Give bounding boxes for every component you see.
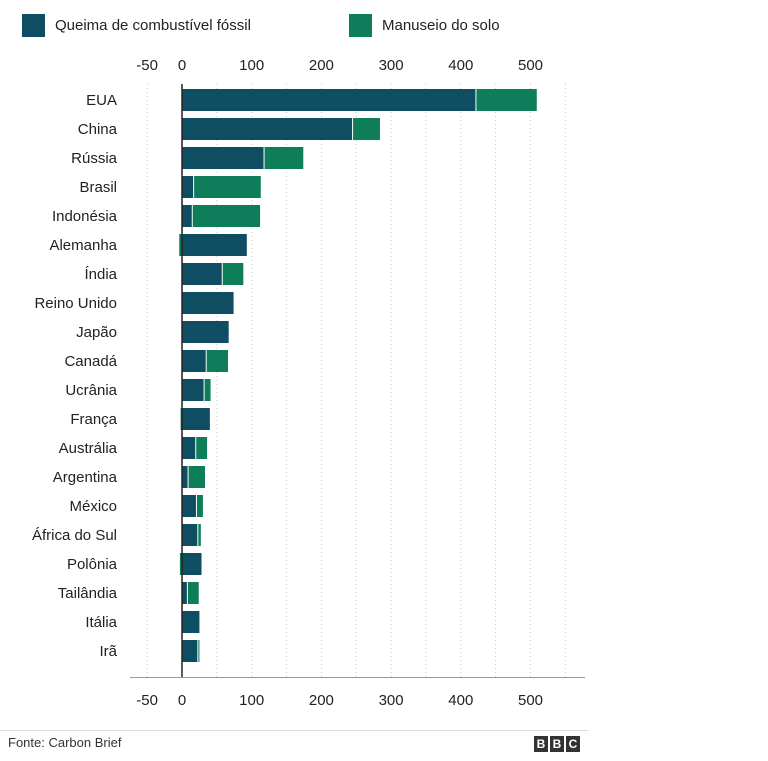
bar-fossil: [182, 437, 196, 459]
category-label: Irã: [99, 643, 117, 660]
bar-fossil: [182, 321, 229, 343]
bbc-logo-letter: B: [550, 736, 564, 752]
bar-fossil: [182, 408, 210, 430]
category-label: Argentina: [53, 469, 118, 486]
source-text: Fonte: Carbon Brief: [8, 735, 122, 750]
bar-fossil: [182, 234, 247, 256]
category-label: Indonésia: [52, 208, 118, 225]
bbc-logo-letter: C: [566, 736, 580, 752]
bar-land: [179, 234, 182, 256]
bar-fossil: [182, 147, 264, 169]
tick-label-top: 100: [239, 57, 264, 74]
bar-fossil: [182, 118, 353, 140]
category-label: África do Sul: [32, 527, 117, 544]
bar-fossil: [182, 611, 200, 633]
bar-land: [353, 118, 380, 140]
tick-label-bottom: 0: [178, 692, 186, 709]
tick-label-top: 200: [309, 57, 334, 74]
legend-item-fossil: Queima de combustível fóssil: [22, 10, 251, 40]
category-label: Alemanha: [49, 237, 117, 254]
bar-fossil: [182, 263, 222, 285]
bar-land: [196, 437, 208, 459]
tick-label-top: 0: [178, 57, 186, 74]
legend-swatch-land: [349, 13, 372, 37]
bar-fossil: [182, 350, 206, 372]
legend-label-land: Manuseio do solo: [382, 16, 500, 34]
category-label: Índia: [84, 266, 117, 283]
bar-land: [222, 263, 244, 285]
category-label: Polônia: [67, 556, 118, 573]
bar-fossil: [182, 292, 234, 314]
bar-fossil: [182, 640, 198, 662]
tick-label-top: 500: [518, 57, 543, 74]
bar-land: [192, 205, 261, 227]
bar-land: [187, 582, 199, 604]
tick-label-bottom: -50: [136, 692, 158, 709]
bar-land: [196, 495, 203, 517]
bar-fossil: [182, 466, 188, 488]
tick-label-bottom: 400: [448, 692, 473, 709]
category-label: Ucrânia: [65, 382, 117, 399]
category-label: Itália: [85, 614, 117, 631]
category-label: Brasil: [79, 179, 117, 196]
bar-land: [264, 147, 304, 169]
bar-land: [188, 466, 206, 488]
bbc-logo: B B C: [534, 736, 582, 752]
bar-land: [204, 379, 211, 401]
category-label: Japão: [76, 324, 117, 341]
category-label: Reino Unido: [34, 295, 117, 312]
bar-land: [194, 176, 261, 198]
tick-label-bottom: 300: [379, 692, 404, 709]
legend-item-land: Manuseio do solo: [349, 10, 500, 40]
bar-fossil: [182, 176, 194, 198]
category-label: Austrália: [59, 440, 118, 457]
bar-chart: -50 -50 0 0 100 100 200 200 300 300 400 400 500 500 EU…: [32, 57, 585, 709]
category-label: México: [69, 498, 117, 515]
bar-land: [198, 640, 200, 662]
bbc-logo-letter: B: [534, 736, 548, 752]
category-label: China: [78, 121, 118, 138]
tick-label-bottom: 500: [518, 692, 543, 709]
category-label: Canadá: [64, 353, 117, 370]
tick-label-top: 400: [448, 57, 473, 74]
category-label: EUA: [86, 92, 117, 109]
category-label: Rússia: [71, 150, 118, 167]
bar-fossil: [182, 495, 196, 517]
legend: Queima de combustível fóssil Manuseio do…: [22, 10, 582, 40]
category-label: França: [70, 411, 117, 428]
bar-fossil: [182, 582, 187, 604]
bar-fossil: [182, 379, 204, 401]
bar-fossil: [182, 205, 192, 227]
bar-land: [476, 89, 537, 111]
legend-swatch-fossil: [22, 13, 45, 37]
category-label: Tailândia: [58, 585, 118, 602]
legend-label-fossil: Queima de combustível fóssil: [55, 16, 251, 34]
tick-label-top: 300: [379, 57, 404, 74]
bar-fossil: [182, 524, 198, 546]
footer-divider: [0, 730, 588, 731]
tick-label-bottom: 200: [309, 692, 334, 709]
bar-fossil: [182, 89, 476, 111]
bar-fossil: [182, 553, 202, 575]
tick-label-top: -50: [136, 57, 158, 74]
tick-label-bottom: 100: [239, 692, 264, 709]
bar-land: [198, 524, 201, 546]
bar-land: [179, 553, 182, 575]
bar-land: [206, 350, 229, 372]
